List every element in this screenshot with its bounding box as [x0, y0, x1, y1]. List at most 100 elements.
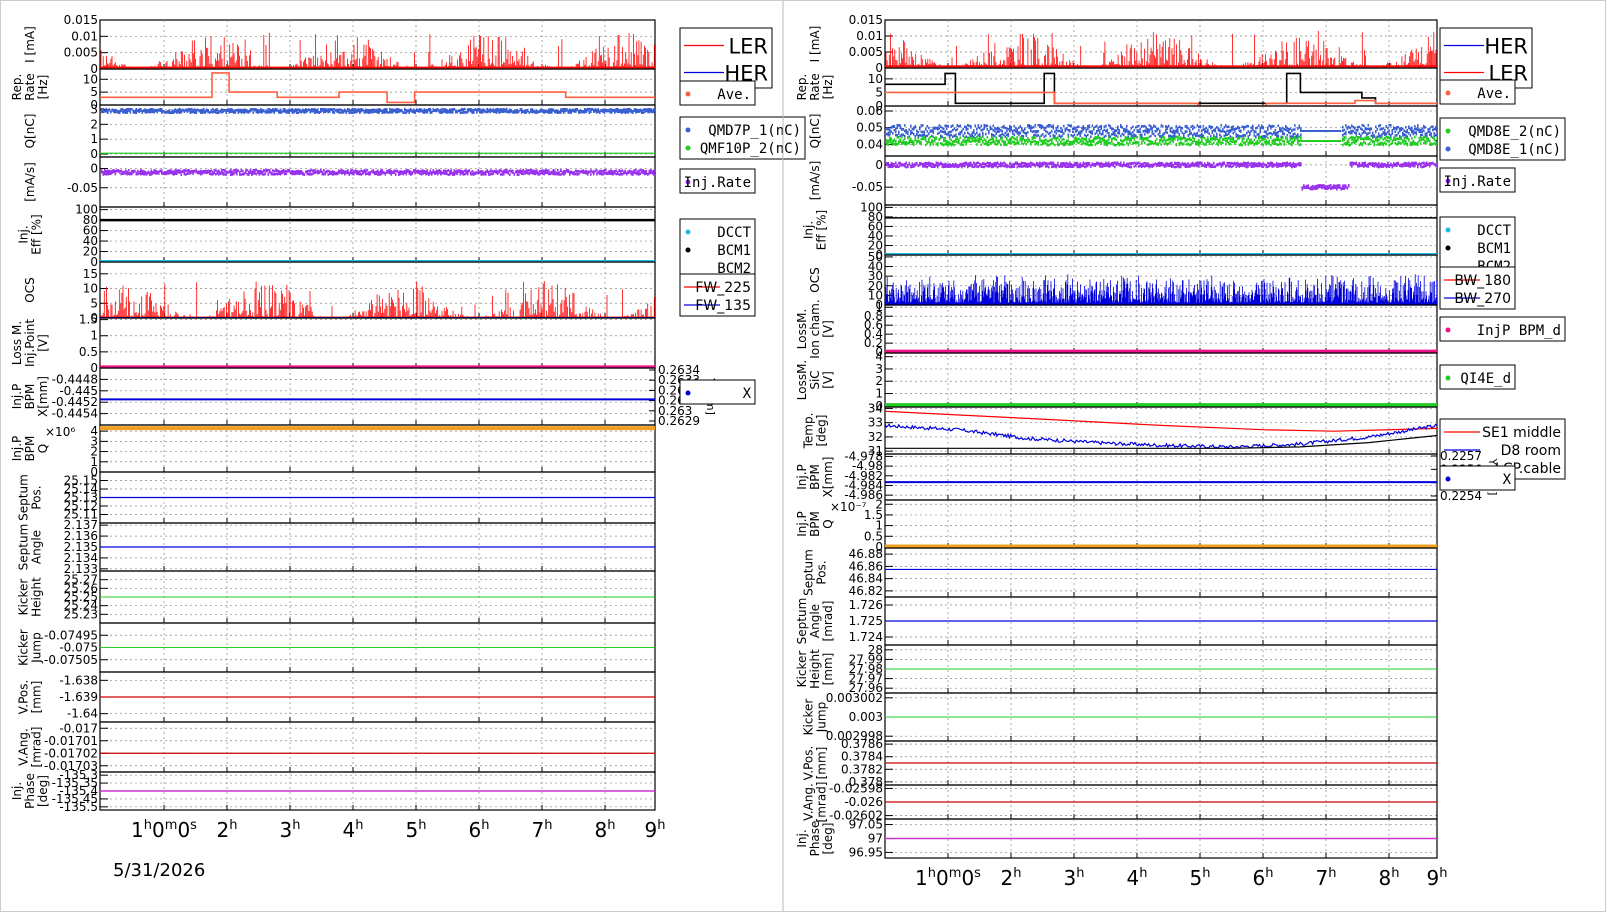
y-axis-label: Kicker Jump	[17, 629, 44, 666]
x-tick-label: 4h	[343, 818, 364, 842]
y-axis-label-line: Kicker	[795, 651, 809, 688]
y-tick-label: 0.01	[856, 29, 883, 43]
y-axis-label-line: Jump	[30, 632, 44, 663]
x-tick-label: 1h0m0s	[131, 818, 197, 842]
y-tick-label: 50	[868, 250, 883, 264]
right-panel-3: 0 -0.05 [mA/s] Inj.Rate	[808, 155, 1516, 206]
x-tick-label: 6h	[469, 818, 490, 842]
y-tick-label: 80	[868, 210, 883, 224]
y-tick-label: -0.4454	[52, 407, 98, 421]
series-path	[885, 434, 1437, 449]
legend-item: InjP BPM_d	[1477, 323, 1561, 339]
legend-box	[679, 379, 756, 405]
panel-frame	[884, 352, 1438, 408]
y-tick-label: 10	[83, 282, 98, 296]
right-tick-label: 0.2634	[658, 363, 700, 377]
y-tick-label: 40	[868, 229, 883, 243]
y-axis-label: V.Pos. [mm]	[802, 746, 829, 781]
y-axis-label: Inj.P BPM X[mm]	[10, 376, 50, 417]
x-tick-label: 5h	[1190, 866, 1211, 890]
y-tick-label: 1.726	[849, 598, 883, 612]
y-axis-label-line: Angle	[30, 530, 44, 564]
legend-swatch	[1445, 476, 1451, 482]
y-tick-label: 60	[868, 219, 883, 233]
y-axis-label: V.Ang. [mrad]	[17, 727, 44, 768]
y-tick-label: 3	[875, 362, 883, 376]
y-tick-label: 0.5	[864, 529, 883, 543]
y-tick-label: -0.4452	[52, 395, 98, 409]
y-tick-label: 46.84	[849, 572, 883, 586]
y-tick-label: 0	[875, 99, 883, 113]
x-tick-label: 9h	[1427, 866, 1448, 890]
y-axis-label-line: Septum	[795, 598, 809, 645]
y-tick-label: -0.075	[59, 641, 98, 655]
panel-frame	[884, 304, 1438, 354]
y-axis-label: I [mA]	[808, 26, 822, 63]
y-tick-label: 0.3784	[841, 750, 883, 764]
y-tick-label: -0.02598	[829, 781, 883, 795]
y-tick-label: 2.136	[64, 529, 98, 543]
y-tick-label: 1	[90, 329, 98, 343]
y-tick-label: 5	[90, 296, 98, 310]
y-axis-label-line: Temp.	[802, 413, 816, 450]
y-tick-label: 4	[875, 350, 883, 364]
y-tick-label: 0	[90, 147, 98, 161]
y-tick-label: 32	[868, 430, 883, 444]
legend-box	[679, 80, 756, 106]
y-axis-label-line: [mrad]	[815, 782, 829, 823]
y-tick-label: 0.015	[849, 13, 883, 27]
left-panel-15: -135.3-135.35-135.4-135.45-135.5 Inj. Phas…	[10, 768, 656, 814]
y-tick-label: -0.01702	[44, 746, 98, 760]
legend-item: LER	[728, 35, 768, 59]
legend-swatch	[685, 145, 691, 151]
y-tick-label: 30	[868, 269, 883, 283]
y-tick-label: -135.3	[59, 768, 98, 782]
series-group	[100, 72, 655, 104]
y-tick-label: -135.4	[59, 784, 98, 798]
y-axis-label-line: V.Ang.	[17, 728, 31, 766]
y-axis-label: Rep. Rate [Hz]	[10, 73, 50, 101]
series-group	[885, 410, 1437, 450]
y-axis-label-line: [Hz]	[36, 75, 50, 100]
legend: Inj.Rate	[1439, 167, 1516, 193]
y-tick-label: -0.05	[67, 181, 98, 195]
panel-frame	[99, 156, 656, 208]
y-axis-label: LossM. Ion cham. [V]	[795, 299, 835, 358]
y-axis-label-line: Loss M.	[10, 321, 24, 365]
series-group	[101, 168, 655, 176]
y-axis-label-line: Inj.P	[10, 436, 24, 462]
y-tick-label: 1	[875, 300, 883, 314]
y-tick-label: 2.133	[64, 562, 98, 576]
x-tick-label: 5h	[406, 818, 427, 842]
panel-frame	[99, 68, 656, 106]
y-axis-label: Q[nC]	[808, 114, 822, 149]
y-tick-label: 27.99	[849, 652, 883, 666]
y-tick-label: -135.45	[52, 792, 98, 806]
y-axis-label-line: Kicker	[17, 629, 31, 666]
y-tick-label: 0.01	[71, 29, 98, 43]
y-axis-label-line: X[mm]	[36, 376, 50, 417]
y-tick-label: 25.12	[64, 499, 98, 513]
y-axis-label: Inj.P BPM Q	[795, 511, 835, 537]
left-panel-6: 1.5 1 0.5 0 Loss M. Inj.Point [V]	[10, 313, 656, 375]
y-tick-label: 2.135	[64, 540, 98, 554]
y-tick-label: 25.14	[64, 482, 98, 496]
y-axis-label: Septum Pos.	[17, 474, 44, 521]
y-tick-label: 96.95	[849, 845, 883, 859]
series-group	[100, 32, 655, 69]
legend-item: QMD7P_1(nC)	[708, 123, 801, 139]
y-tick-label: 0.003002	[826, 691, 883, 705]
x-tick-label: 8h	[595, 818, 616, 842]
y-tick-label: 97.05	[849, 818, 883, 832]
legend-item: BCM2	[717, 261, 751, 277]
y-tick-label: -0.07495	[44, 628, 98, 642]
